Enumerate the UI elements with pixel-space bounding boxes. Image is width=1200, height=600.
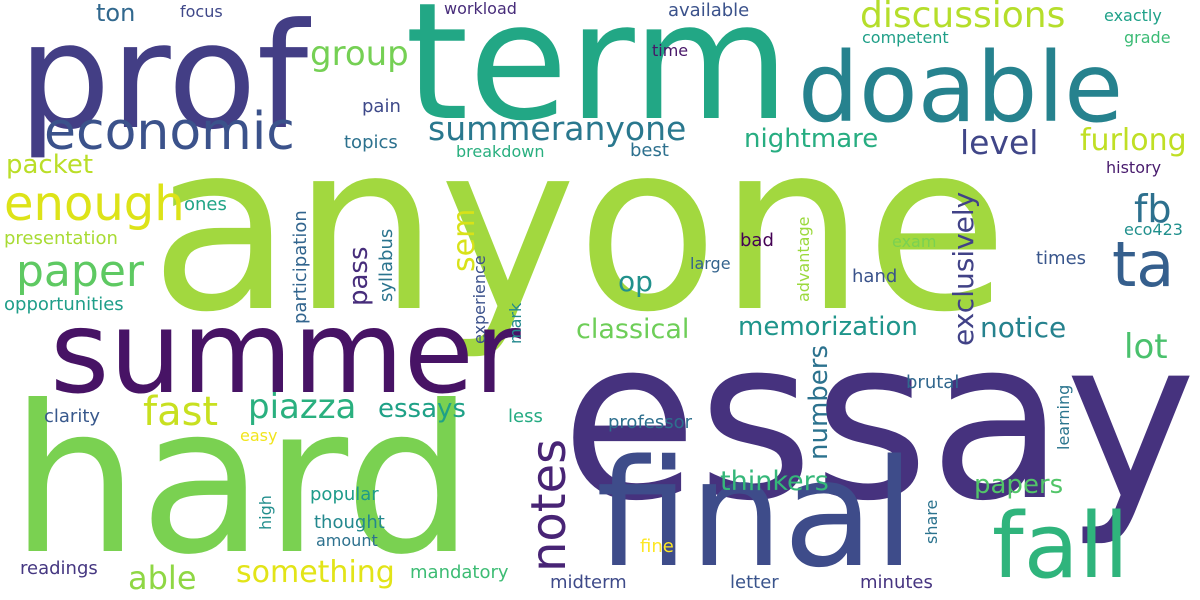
word-summer: summer: [50, 286, 521, 419]
word-syllabus: syllabus: [376, 228, 397, 302]
word-less: less: [508, 406, 543, 427]
word-history: history: [1106, 158, 1162, 177]
word-economic: economic: [44, 102, 295, 162]
word-brutal: brutal: [906, 372, 960, 393]
word-ones: ones: [184, 194, 227, 215]
word-bad: bad: [740, 230, 774, 251]
word-lot: lot: [1124, 327, 1168, 367]
word-high: high: [256, 495, 275, 530]
word-professor: professor: [608, 412, 693, 433]
word-letter: letter: [730, 572, 779, 593]
word-times: times: [1036, 248, 1087, 269]
word-large: large: [690, 254, 731, 273]
word-essay: essay: [561, 292, 1197, 550]
word-nightmare: nightmare: [744, 124, 879, 154]
word-anyone: anyone: [150, 93, 1009, 363]
word-memorization: memorization: [738, 312, 918, 342]
word-furlong: furlong: [1080, 123, 1187, 158]
word-midterm: midterm: [550, 572, 627, 593]
word-term: term: [405, 0, 790, 157]
word-op: op: [618, 265, 653, 298]
word-topics: topics: [344, 132, 398, 153]
word-doable: doable: [798, 32, 1124, 144]
word-easy: easy: [240, 426, 278, 445]
word-workload: workload: [444, 0, 517, 18]
word-clarity: clarity: [44, 406, 101, 427]
word-enough: enough: [4, 176, 185, 232]
word-fast: fast: [143, 389, 219, 435]
word-breakdown: breakdown: [456, 142, 545, 161]
word-exclusively: exclusively: [947, 191, 980, 346]
word-prof: prof: [18, 0, 309, 162]
word-able: able: [128, 559, 197, 597]
word-focus: focus: [180, 2, 223, 21]
word-thought: thought: [314, 512, 385, 533]
word-pass: pass: [344, 246, 374, 306]
word-classical: classical: [576, 314, 690, 345]
word-participation: participation: [290, 210, 311, 324]
word-summeranyone: summeranyone: [428, 109, 687, 148]
word-ta: ta: [1112, 228, 1175, 301]
word-group: group: [310, 34, 409, 74]
word-level: level: [960, 123, 1039, 162]
word-opportunities: opportunities: [4, 294, 124, 315]
word-notice: notice: [980, 311, 1067, 344]
word-paper: paper: [16, 246, 144, 297]
word-popular: popular: [310, 484, 379, 505]
word-fine: fine: [640, 536, 674, 557]
word-minutes: minutes: [860, 572, 933, 593]
word-hard: hard: [10, 363, 475, 600]
word-fall: fall: [992, 494, 1129, 599]
word-learning: learning: [1054, 384, 1073, 450]
word-thinkers: thinkers: [720, 466, 829, 497]
word-exactly: exactly: [1104, 6, 1162, 25]
word-something: something: [236, 555, 395, 590]
word-final: final: [596, 428, 915, 600]
word-mark: mark: [506, 302, 525, 344]
word-packet: packet: [6, 150, 94, 180]
word-mandatory: mandatory: [410, 562, 509, 583]
word-discussions: discussions: [860, 0, 1066, 36]
word-grade: grade: [1124, 28, 1171, 47]
word-available: available: [668, 0, 750, 21]
word-papers: papers: [974, 470, 1064, 500]
word-readings: readings: [20, 558, 98, 579]
word-advantage: advantage: [794, 216, 813, 302]
word-exam: exam: [892, 232, 937, 251]
word-fb: fb: [1134, 187, 1172, 231]
word-share: share: [922, 499, 941, 544]
word-eco423: eco423: [1124, 220, 1183, 239]
word-numbers: numbers: [804, 344, 834, 460]
word-pain: pain: [362, 96, 401, 117]
word-piazza: piazza: [248, 387, 357, 427]
word-presentation: presentation: [4, 228, 118, 249]
word-notes: notes: [521, 438, 577, 572]
word-essays: essays: [378, 394, 466, 424]
word-amount: amount: [316, 531, 378, 550]
word-ton: ton: [96, 0, 136, 27]
word-time: time: [652, 41, 689, 60]
word-best: best: [630, 140, 669, 161]
word-hand: hand: [852, 266, 898, 287]
word-competent: competent: [862, 28, 949, 47]
word-experience: experience: [470, 255, 489, 344]
